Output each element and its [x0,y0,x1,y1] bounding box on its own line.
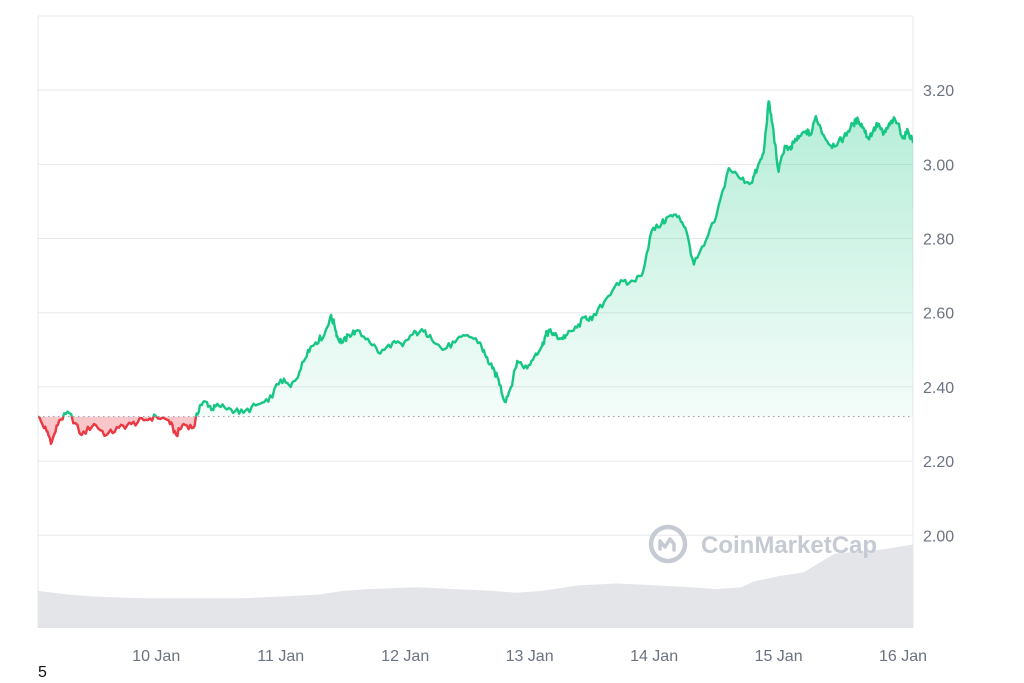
x-axis: 10 Jan 11 Jan 12 Jan 13 Jan 14 Jan 15 Jan 16 J… [132,648,927,665]
y-tick-label: 2.20 [923,454,954,471]
y-tick-label: 3.00 [923,157,954,174]
line-layer [38,100,913,446]
fill-layer [38,101,913,444]
x-tick-label: 12 Jan [381,648,429,665]
area-above-baseline [63,101,913,417]
y-tick-label: 2.80 [923,232,954,249]
area-below-baseline [38,416,913,444]
x-tick-label: 16 Jan [879,648,927,665]
x-tick-label: 14 Jan [630,648,678,665]
footnote-text: 5 [38,664,47,681]
y-tick-label: 2.00 [923,528,954,545]
y-tick-label: 3.20 [923,83,954,100]
y-axis: 2.00 2.20 2.40 2.60 2.80 3.00 3.20 [923,83,954,545]
volume-area [38,544,913,628]
y-tick-label: 2.40 [923,380,954,397]
x-tick-label: 10 Jan [132,648,180,665]
watermark-text: CoinMarketCap [701,532,877,559]
price-line-up [38,100,913,417]
volume-layer [38,544,913,628]
x-tick-label: 11 Jan [257,648,304,665]
coinmarketcap-logo-icon [648,524,688,564]
x-tick-label: 15 Jan [755,648,803,665]
y-tick-label: 2.60 [923,306,954,323]
watermark: CoinMarketCap [648,524,877,564]
x-tick-label: 13 Jan [506,648,554,665]
